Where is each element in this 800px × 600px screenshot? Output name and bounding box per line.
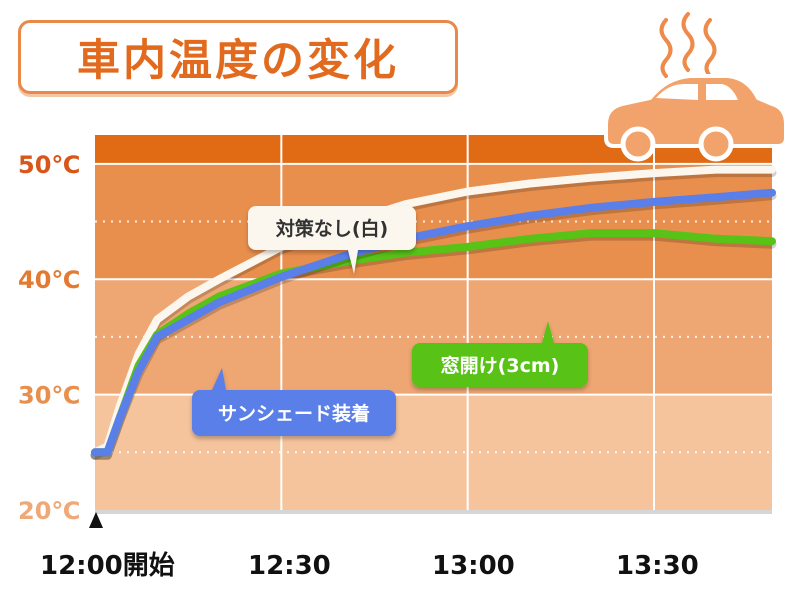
x-tick-label: 13:00 [432, 551, 515, 581]
callout-tail [348, 250, 358, 274]
x-tick-label: 12:30 [248, 551, 331, 581]
x-tick-label: 13:30 [616, 551, 699, 581]
x-tick-label: 12:00開始 [40, 551, 175, 581]
callout-box [248, 206, 416, 250]
y-tick-label: 30℃ [18, 382, 80, 410]
callout-box [412, 343, 588, 387]
callout-label: 対策なし(白) [275, 217, 388, 240]
plot-bottom-shadow [95, 510, 772, 514]
callout-1: サンシェード装着 [192, 368, 396, 436]
car-icon [604, 74, 788, 162]
y-tick-label: 20℃ [18, 497, 80, 525]
callout-2: 窓開け(3cm) [412, 321, 588, 387]
title-box: 車内温度の変化 [18, 20, 458, 94]
callout-label: サンシェード装着 [218, 402, 370, 425]
callout-0: 対策なし(白) [248, 206, 416, 274]
band-2 [95, 163, 772, 280]
chart-title: 車内温度の変化 [77, 36, 399, 86]
series-line-1 [91, 188, 776, 457]
callout-box [192, 390, 396, 436]
y-tick-label: 50℃ [18, 151, 80, 179]
callout-tail [542, 321, 554, 343]
start-marker-icon [89, 512, 103, 528]
steam-icon [659, 12, 717, 78]
callout-tail [212, 368, 226, 390]
callout-label: 窓開け(3cm) [441, 354, 560, 377]
y-tick-label: 40℃ [18, 266, 80, 294]
